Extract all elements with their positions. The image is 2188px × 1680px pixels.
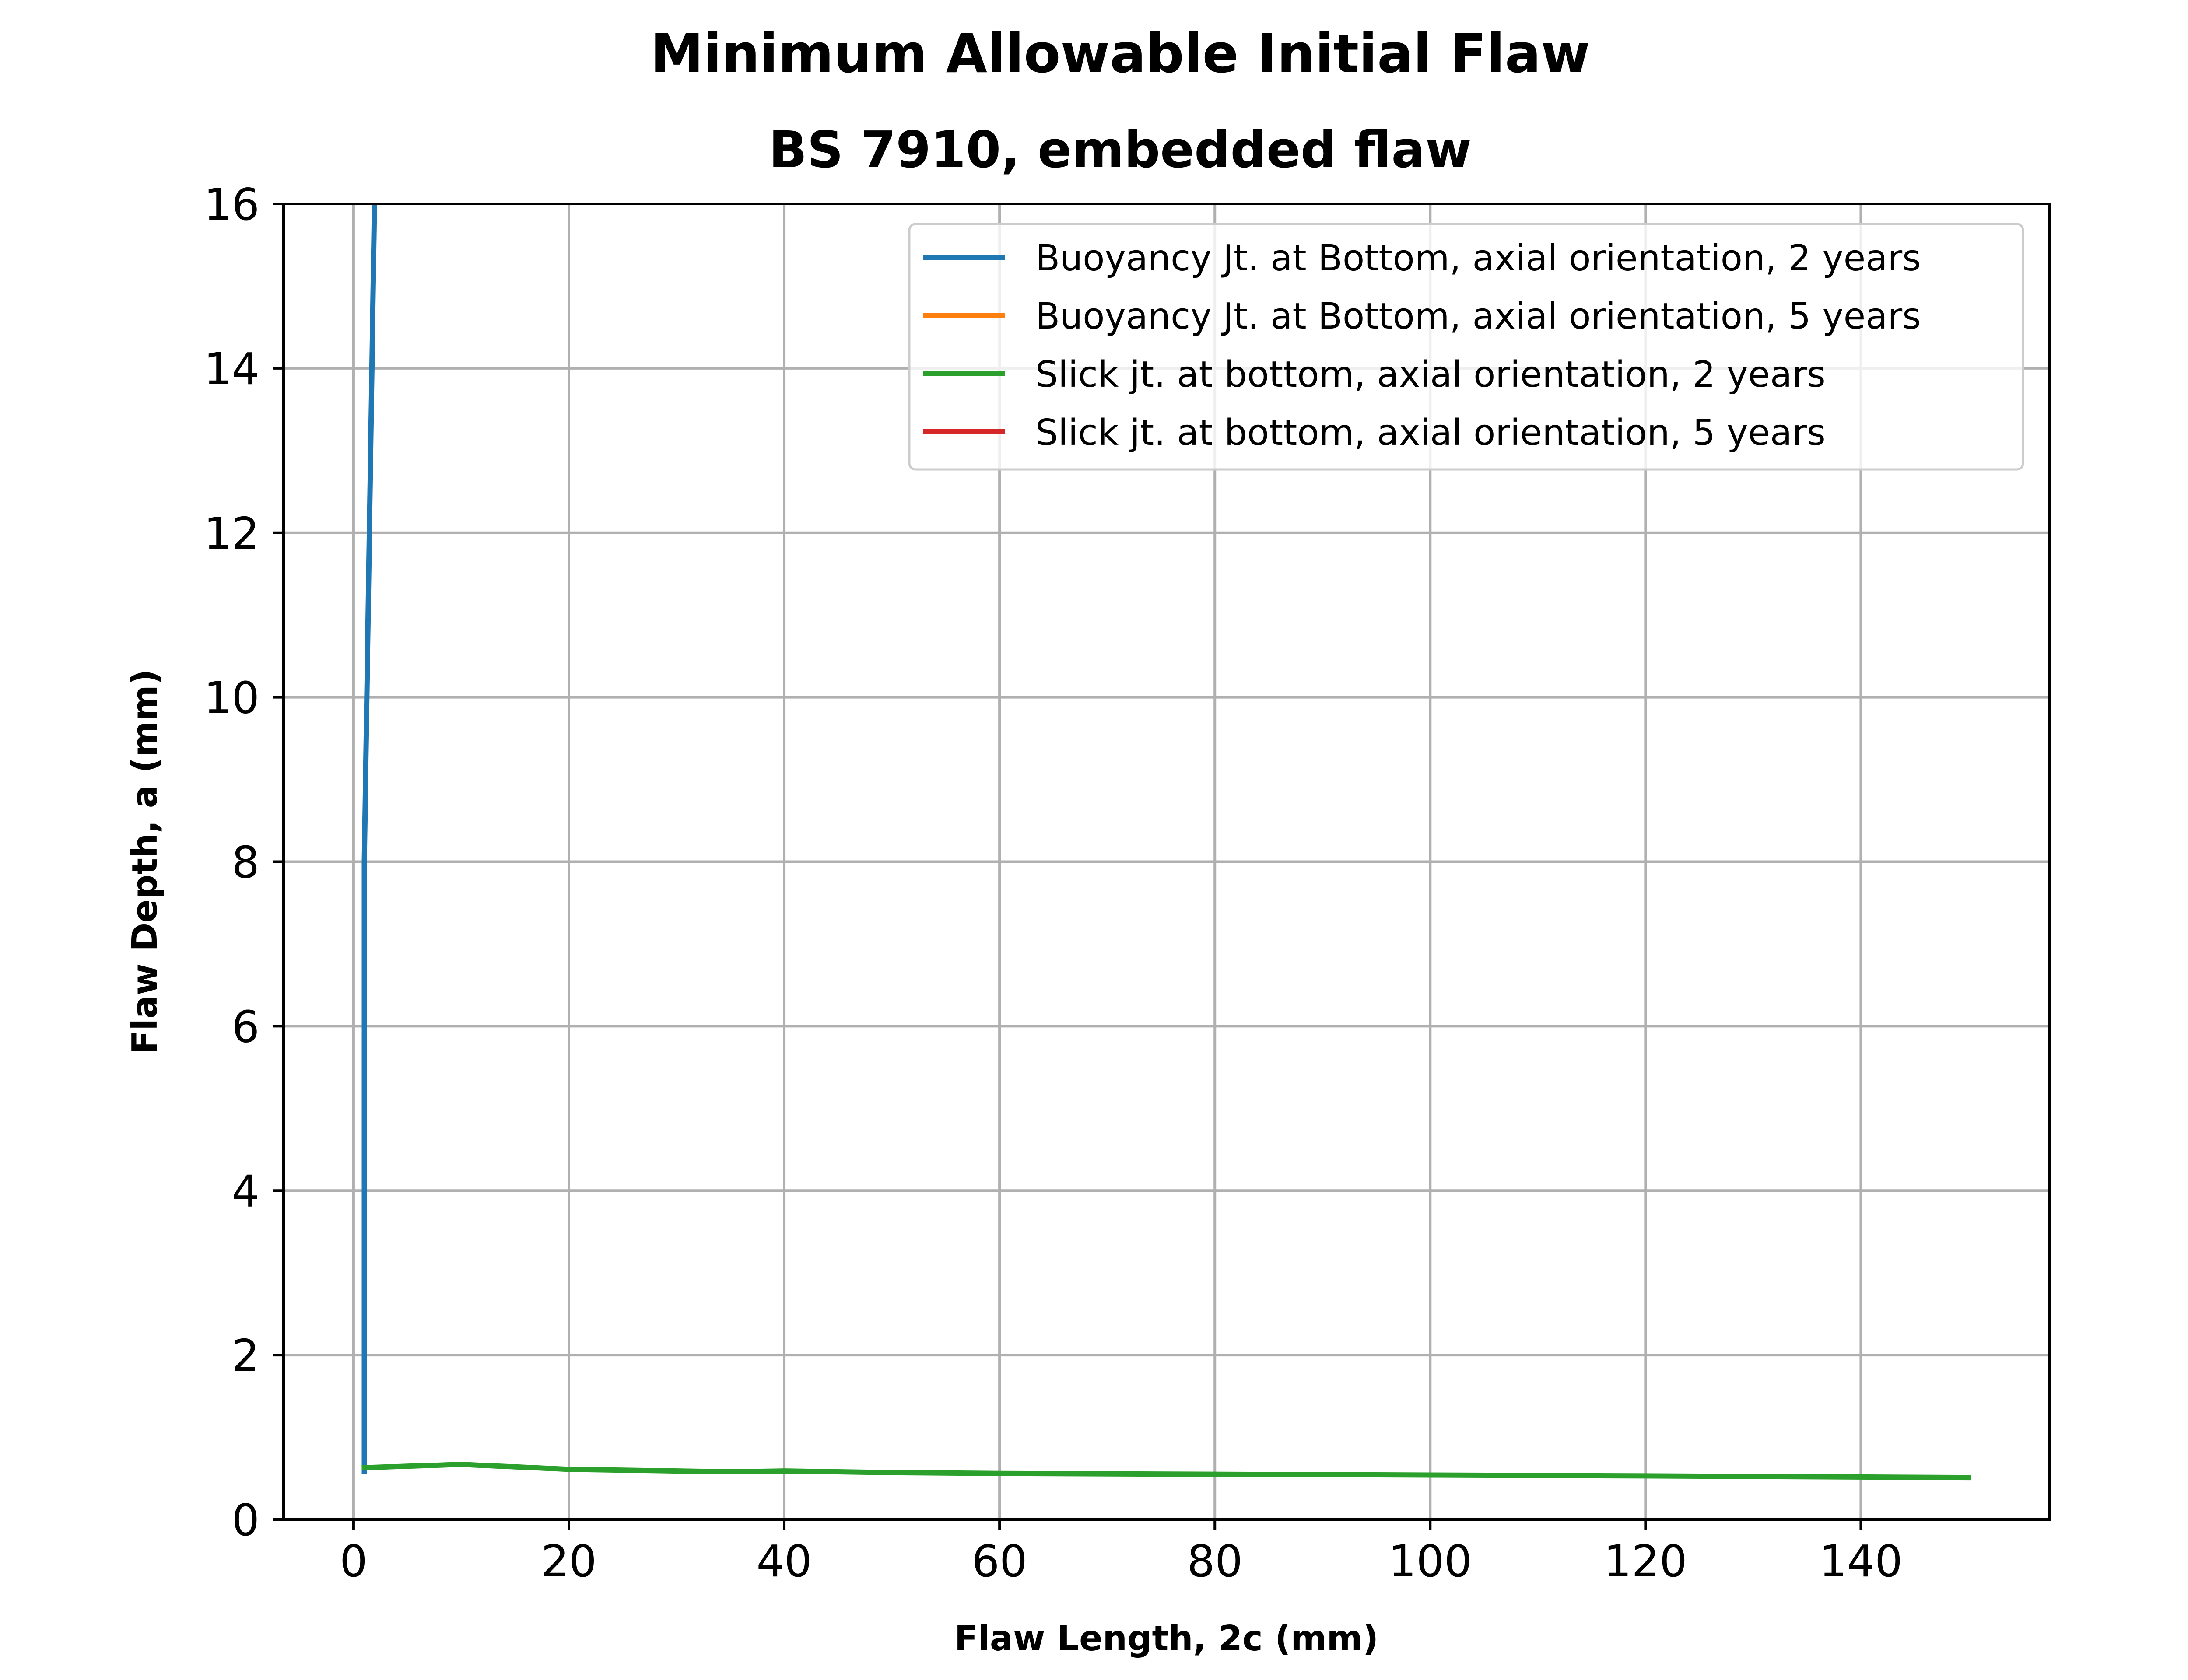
y-tick-label: 0 [231, 1494, 259, 1546]
y-tick-label: 6 [231, 1001, 259, 1052]
y-axis: 0 2 4 6 8 10 12 14 16 [204, 179, 284, 1546]
y-tick-label: 12 [204, 508, 259, 559]
legend-label: Buoyancy Jt. at Bottom, axial orientatio… [1035, 238, 1921, 279]
legend-box [908, 223, 2024, 471]
x-tick-label: 120 [1604, 1536, 1687, 1587]
x-tick-label: 80 [1187, 1536, 1243, 1587]
x-axis: 0 20 40 60 80 100 120 140 [340, 1519, 1903, 1587]
y-tick-label: 14 [204, 343, 259, 395]
x-axis-title: Flaw Length, 2c (mm) [954, 1618, 1378, 1659]
x-tick-label: 100 [1389, 1536, 1472, 1587]
y-tick-label: 4 [231, 1166, 259, 1217]
legend-label: Buoyancy Jt. at Bottom, axial orientatio… [1035, 296, 1921, 337]
series-line-1 [361, 204, 377, 1474]
y-tick-label: 16 [204, 179, 259, 230]
x-tick-label: 20 [541, 1536, 596, 1587]
chart-title: Minimum Allowable Initial Flaw [650, 23, 1590, 85]
y-tick-label: 2 [231, 1330, 259, 1381]
y-tick-label: 8 [231, 837, 259, 888]
chart-subtitle: BS 7910, embedded flaw [768, 121, 1472, 179]
x-tick-label: 40 [756, 1536, 812, 1587]
x-tick-label: 60 [972, 1536, 1027, 1587]
x-tick-label: 0 [340, 1536, 368, 1587]
series-line-3 [361, 1462, 1971, 1480]
legend-label: Slick jt. at bottom, axial orientation, … [1035, 412, 1826, 454]
legend-label: Slick jt. at bottom, axial orientation, … [1035, 354, 1826, 396]
y-axis-title: Flaw Depth, a (mm) [125, 669, 165, 1054]
y-tick-label: 10 [204, 672, 259, 724]
x-tick-label: 140 [1819, 1536, 1903, 1587]
plot-lines [361, 204, 1971, 1480]
legend: Buoyancy Jt. at Bottom, axial orientatio… [908, 223, 2024, 471]
